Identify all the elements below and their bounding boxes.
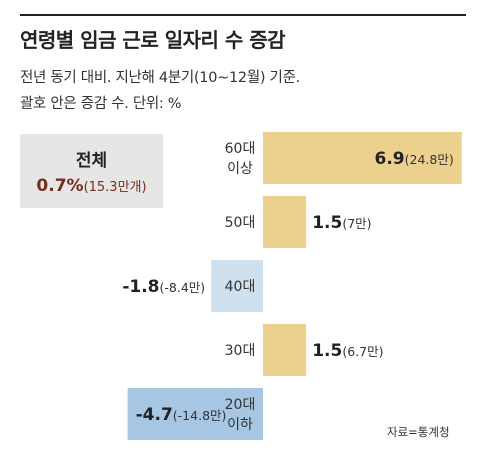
category-label-0: 60대 이상 (225, 141, 256, 177)
total-count: (15.3만개) (83, 180, 147, 195)
category-label-3: 30대 (225, 343, 256, 359)
source-note: 자료=통계청 (387, 425, 450, 439)
total-label: 전체 (75, 151, 108, 171)
category-label-2: 40대 (225, 279, 256, 295)
total-value: 0.7%(15.3만개) (20, 176, 163, 196)
title-rule (20, 14, 466, 16)
value-label-3: 1.5(6.7만) (312, 341, 383, 361)
chart-subtitle-line1: 전년 동기 대비. 지난해 4분기(10~12월) 기준. (20, 70, 300, 86)
bar-0 (263, 132, 462, 184)
total-summary-box: 전체 0.7%(15.3만개) (20, 134, 163, 208)
total-percent: 0.7% (36, 176, 84, 196)
value-label-4: -4.7(-14.8만) (136, 405, 227, 425)
bar-4 (127, 388, 263, 440)
value-label-1: 1.5(7만) (312, 213, 371, 233)
category-label-1: 50대 (225, 215, 256, 231)
bar-2 (211, 260, 263, 312)
bar-3 (263, 324, 307, 376)
value-label-0: 6.9(24.8만) (375, 149, 454, 169)
bar-1 (263, 196, 307, 248)
chart-subtitle-line2: 괄호 안은 증감 수. 단위: % (20, 96, 182, 112)
chart-title: 연령별 임금 근로 일자리 수 증감 (20, 28, 286, 52)
value-label-2: -1.8(-8.4만) (122, 277, 205, 297)
category-label-4: 20대 이하 (225, 397, 256, 433)
